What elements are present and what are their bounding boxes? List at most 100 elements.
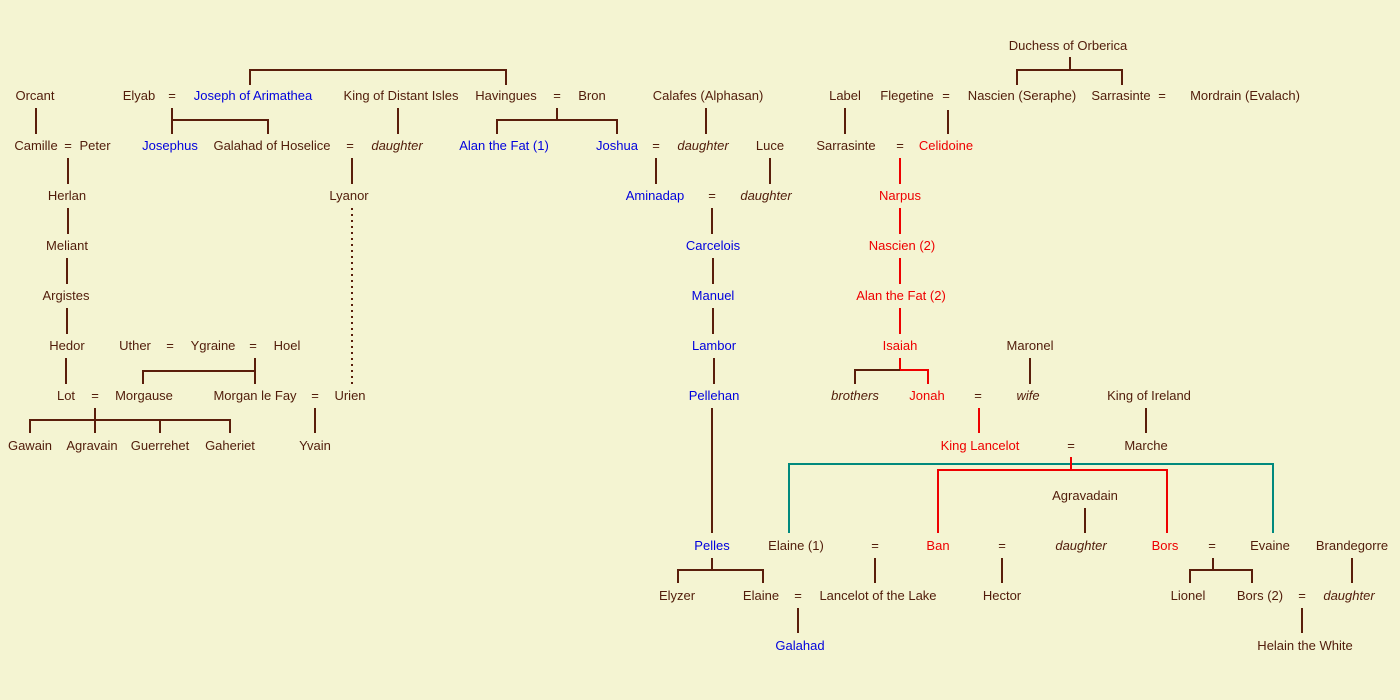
- equals-sign: =: [64, 138, 72, 153]
- equals-sign: =: [311, 388, 319, 403]
- person-name-king-of-distant-isles: King of Distant Isles: [343, 88, 459, 103]
- line-connector: [249, 69, 507, 85]
- person-name-yvain: Yvain: [299, 438, 331, 453]
- person-name-alan-the-fat-2[interactable]: Alan the Fat (2): [856, 288, 946, 303]
- line-connector: [172, 119, 269, 134]
- person-name-isaiah[interactable]: Isaiah: [882, 338, 918, 353]
- equals-sign: =: [1208, 538, 1216, 553]
- relation-label-daughter: daughter: [1323, 588, 1375, 603]
- person-name-camille: Camille: [14, 138, 58, 153]
- person-name-manuel[interactable]: Manuel: [691, 288, 735, 303]
- relation-label-daughter: daughter: [1055, 538, 1107, 553]
- line-connector: [142, 370, 255, 384]
- equals-sign: =: [553, 88, 561, 103]
- line-connector: [29, 419, 231, 433]
- equals-sign: =: [249, 338, 257, 353]
- person-name-uther: Uther: [119, 338, 151, 353]
- person-name-peter: Peter: [79, 138, 111, 153]
- person-name-elyab: Elyab: [122, 88, 156, 103]
- person-name-galahad-of-hoselice: Galahad of Hoselice: [213, 138, 331, 153]
- equals-sign: =: [1298, 588, 1306, 603]
- person-name-lambor[interactable]: Lambor: [691, 338, 737, 353]
- relation-label-daughter: daughter: [677, 138, 729, 153]
- teal-connector: [788, 463, 1274, 533]
- equals-sign: =: [1158, 88, 1166, 103]
- equals-sign: =: [708, 188, 716, 203]
- line-connector: [854, 369, 900, 384]
- person-name-elaine-1: Elaine (1): [768, 538, 824, 553]
- person-name-ban[interactable]: Ban: [926, 538, 950, 553]
- person-name-brandegorre: Brandegorre: [1315, 538, 1389, 553]
- line-connector: [1016, 69, 1123, 85]
- person-name-sarrasinte: Sarrasinte: [1091, 88, 1151, 103]
- person-name-herlan: Herlan: [47, 188, 87, 203]
- relation-label-wife: wife: [1016, 388, 1040, 403]
- person-name-elyzer: Elyzer: [658, 588, 696, 603]
- person-name-duchess-of-orberica: Duchess of Orberica: [1008, 38, 1128, 53]
- person-name-agravadain: Agravadain: [1052, 488, 1118, 503]
- person-name-marche: Marche: [1124, 438, 1168, 453]
- person-name-lancelot-of-the-lake: Lancelot of the Lake: [819, 588, 937, 603]
- line-connector: [677, 569, 764, 583]
- person-name-lyanor: Lyanor: [329, 188, 369, 203]
- person-name-pellehan[interactable]: Pellehan: [688, 388, 740, 403]
- equals-sign: =: [974, 388, 982, 403]
- red-connector: [937, 469, 1168, 533]
- person-name-josephus[interactable]: Josephus: [142, 138, 198, 153]
- person-name-bors[interactable]: Bors: [1151, 538, 1179, 553]
- person-name-aminadap[interactable]: Aminadap: [625, 188, 685, 203]
- person-name-havingues: Havingues: [475, 88, 537, 103]
- person-name-label: Label: [829, 88, 861, 103]
- line-connector: [496, 119, 618, 134]
- person-name-gawain: Gawain: [7, 438, 53, 453]
- person-name-joshua[interactable]: Joshua: [596, 138, 638, 153]
- person-name-guerrehet: Guerrehet: [130, 438, 190, 453]
- equals-sign: =: [998, 538, 1006, 553]
- person-name-hedor: Hedor: [49, 338, 85, 353]
- line-connector: [1189, 569, 1253, 583]
- person-name-joseph-of-arimathea[interactable]: Joseph of Arimathea: [193, 88, 313, 103]
- person-name-meliant: Meliant: [46, 238, 88, 253]
- person-name-nascien-seraphe: Nascien (Seraphe): [967, 88, 1077, 103]
- person-name-jonah[interactable]: Jonah: [909, 388, 945, 403]
- person-name-helain-the-white: Helain the White: [1257, 638, 1353, 653]
- person-name-hoel: Hoel: [273, 338, 301, 353]
- person-name-lot: Lot: [56, 388, 76, 403]
- equals-sign: =: [168, 88, 176, 103]
- person-name-ygraine: Ygraine: [190, 338, 236, 353]
- equals-sign: =: [871, 538, 879, 553]
- person-name-urien: Urien: [334, 388, 366, 403]
- person-name-bron: Bron: [578, 88, 606, 103]
- relation-label-brothers: brothers: [831, 388, 879, 403]
- person-name-pelles[interactable]: Pelles: [694, 538, 730, 553]
- person-name-gaheriet: Gaheriet: [205, 438, 255, 453]
- person-name-flegetine: Flegetine: [880, 88, 934, 103]
- relation-label-daughter: daughter: [371, 138, 423, 153]
- person-name-carcelois[interactable]: Carcelois: [685, 238, 741, 253]
- person-name-galahad[interactable]: Galahad: [775, 638, 825, 653]
- person-name-king-of-ireland: King of Ireland: [1107, 388, 1191, 403]
- equals-sign: =: [346, 138, 354, 153]
- person-name-sarrasinte: Sarrasinte: [816, 138, 876, 153]
- person-name-narpus[interactable]: Narpus: [879, 188, 921, 203]
- equals-sign: =: [896, 138, 904, 153]
- person-name-lionel: Lionel: [1170, 588, 1206, 603]
- equals-sign: =: [91, 388, 99, 403]
- person-name-king-lancelot[interactable]: King Lancelot: [940, 438, 1020, 453]
- equals-sign: =: [1067, 438, 1075, 453]
- person-name-alan-the-fat-1[interactable]: Alan the Fat (1): [459, 138, 549, 153]
- person-name-argistes: Argistes: [42, 288, 90, 303]
- person-name-nascien-2[interactable]: Nascien (2): [868, 238, 936, 253]
- person-name-celidoine[interactable]: Celidoine: [918, 138, 974, 153]
- equals-sign: =: [794, 588, 802, 603]
- relation-label-daughter: daughter: [740, 188, 792, 203]
- person-name-luce: Luce: [755, 138, 785, 153]
- equals-sign: =: [942, 88, 950, 103]
- person-name-calafes-alphasan: Calafes (Alphasan): [652, 88, 764, 103]
- person-name-maronel: Maronel: [1006, 338, 1054, 353]
- person-name-orcant: Orcant: [15, 88, 55, 103]
- person-name-morgause: Morgause: [115, 388, 173, 403]
- person-name-bors-2: Bors (2): [1236, 588, 1284, 603]
